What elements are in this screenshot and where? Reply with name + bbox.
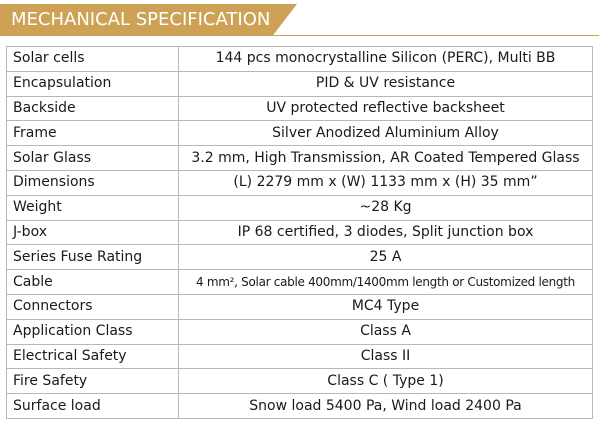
row-label: J-box [6,219,179,246]
table-row: Solar cells 144 pcs monocrystalline Sili… [6,46,593,72]
table-row: Electrical Safety Class II [6,343,593,370]
row-value: MC4 Type [178,293,593,320]
row-label: Fire Safety [6,368,179,395]
row-value: Class II [178,343,593,370]
row-label: Backside [6,95,179,122]
row-label: Series Fuse Rating [6,244,179,271]
table-row: Solar Glass 3.2 mm, High Transmission, A… [6,145,593,171]
row-value: Class C ( Type 1) [178,368,593,395]
table-row: Application Class Class A [6,318,593,345]
row-value: UV protected reflective backsheet [178,95,593,122]
row-value: Snow load 5400 Pa, Wind load 2400 Pa [178,393,593,419]
row-value: 25 A [178,244,593,271]
row-value: Class A [178,318,593,345]
table-row: Dimensions (L) 2279 mm x (W) 1133 mm x (… [6,169,593,196]
row-value: IP 68 certified, 3 diodes, Split junctio… [178,219,593,246]
row-value: PID & UV resistance [178,70,593,97]
row-label: Encapsulation [6,70,179,97]
table-row: Surface load Snow load 5400 Pa, Wind loa… [6,393,593,419]
row-value: 144 pcs monocrystalline Silicon (PERC), … [178,46,593,72]
header-divider [0,35,599,36]
table-row: Fire Safety Class C ( Type 1) [6,368,593,395]
table-row: Encapsulation PID & UV resistance [6,70,593,97]
row-label: Solar cells [6,46,179,72]
row-label: Cable [6,269,179,295]
row-value: ~28 Kg [178,194,593,221]
row-label: Surface load [6,393,179,419]
table-row: Connectors MC4 Type [6,293,593,320]
table-row: J-box IP 68 certified, 3 diodes, Split j… [6,219,593,246]
mechanical-spec-table: Solar cells 144 pcs monocrystalline Sili… [6,46,593,419]
table-row: Series Fuse Rating 25 A [6,244,593,271]
row-label: Frame [6,120,179,147]
table-row: Backside UV protected reflective backshe… [6,95,593,122]
row-value: 4 mm², Solar cable 400mm/1400mm length o… [178,269,593,295]
row-label: Connectors [6,293,179,320]
row-label: Application Class [6,318,179,345]
row-label: Solar Glass [6,145,179,171]
row-label: Dimensions [6,169,179,196]
header-banner [0,4,297,35]
section-title: MECHANICAL SPECIFICATION [11,9,271,30]
row-value: Silver Anodized Aluminium Alloy [178,120,593,147]
row-value: 3.2 mm, High Transmission, AR Coated Tem… [178,145,593,171]
table-row: Frame Silver Anodized Aluminium Alloy [6,120,593,147]
row-label: Weight [6,194,179,221]
row-value: (L) 2279 mm x (W) 1133 mm x (H) 35 mm” [178,169,593,196]
table-row: Cable 4 mm², Solar cable 400mm/1400mm le… [6,269,593,295]
row-label: Electrical Safety [6,343,179,370]
table-row: Weight ~28 Kg [6,194,593,221]
